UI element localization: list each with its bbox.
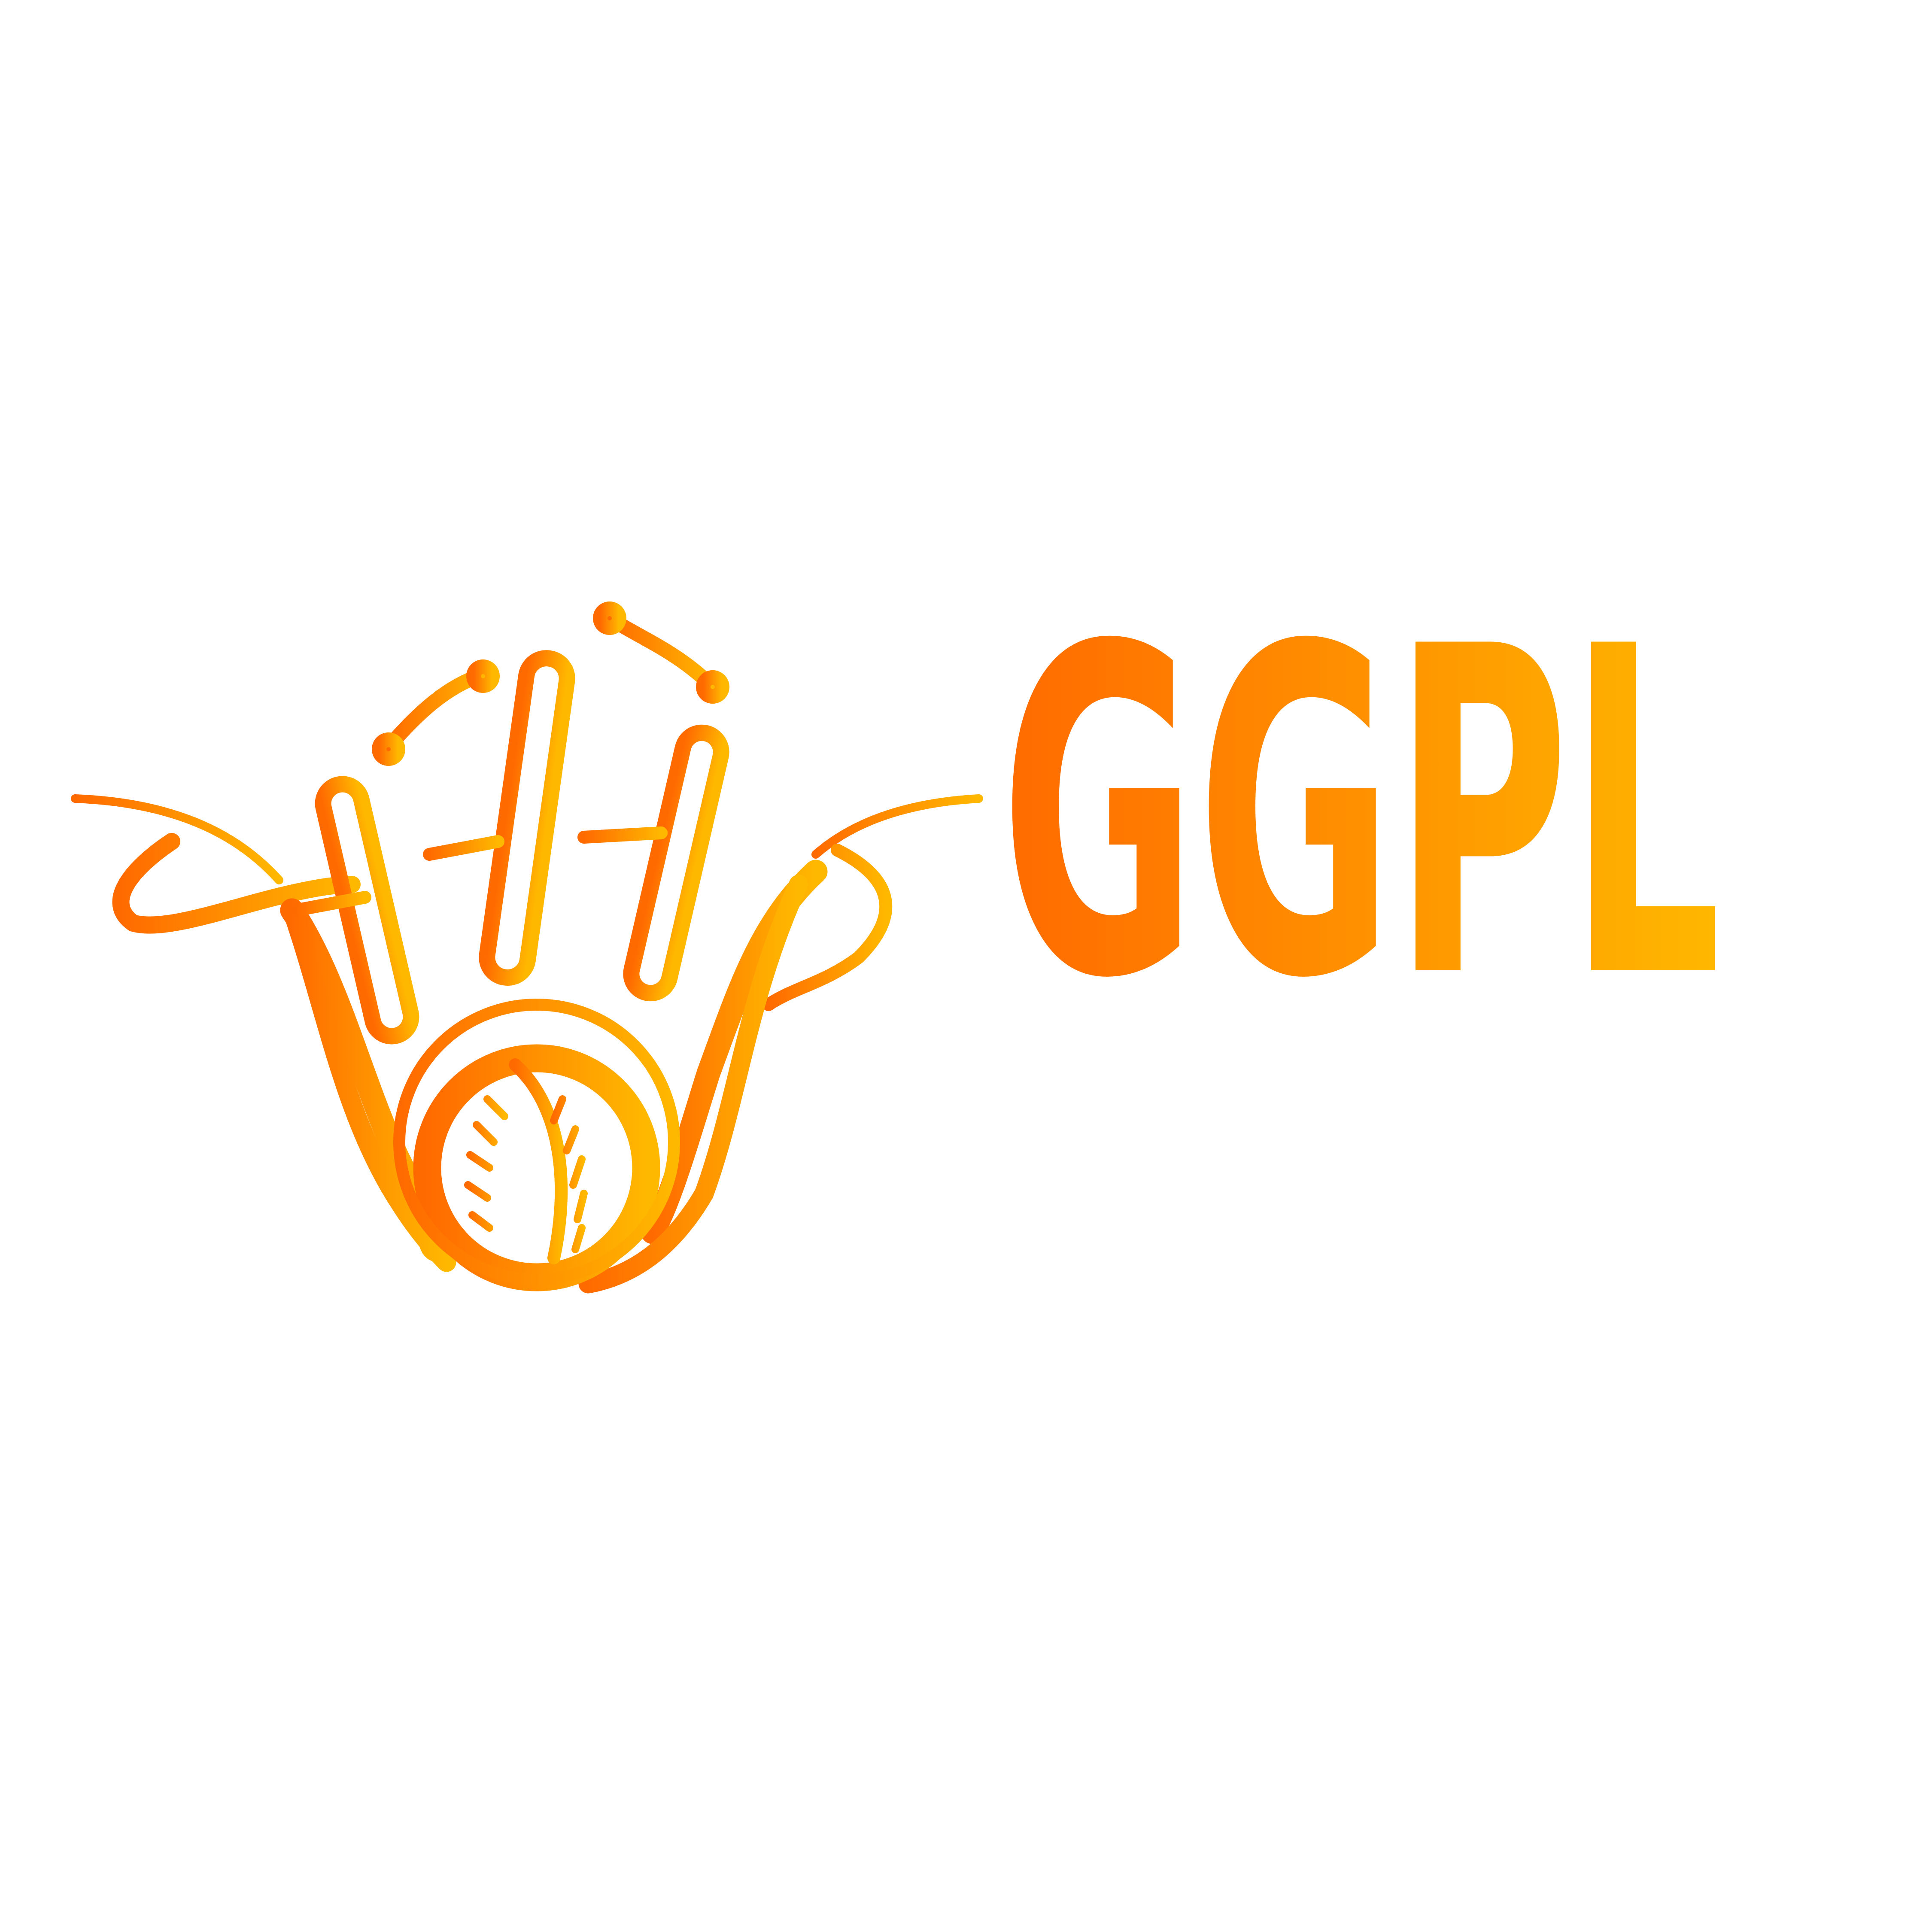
bail-left bbox=[372, 659, 500, 766]
hand-bottom-right bbox=[578, 875, 808, 1294]
ball-seam bbox=[509, 1058, 568, 1264]
right-swoosh bbox=[811, 794, 983, 859]
cricket-hand-stumps-ball-icon bbox=[71, 601, 983, 1294]
crossbar-right bbox=[577, 826, 668, 844]
left-swoosh bbox=[71, 794, 283, 884]
left-wing bbox=[112, 833, 361, 934]
hand-bottom-left bbox=[282, 900, 456, 1272]
stump-left bbox=[315, 776, 419, 1045]
stump-middle bbox=[479, 650, 575, 986]
ball-stitches-right bbox=[550, 1095, 588, 1253]
crossbar-left bbox=[423, 835, 504, 861]
stump-right bbox=[623, 724, 729, 1002]
crossbar-lower-left bbox=[290, 891, 371, 917]
ball-stitches-left bbox=[464, 1095, 508, 1232]
brand-wordmark: GGPL bbox=[1000, 552, 1722, 1077]
cricket-ball-ring bbox=[393, 999, 680, 1285]
bail-right bbox=[593, 601, 729, 704]
right-wing bbox=[762, 844, 893, 1011]
